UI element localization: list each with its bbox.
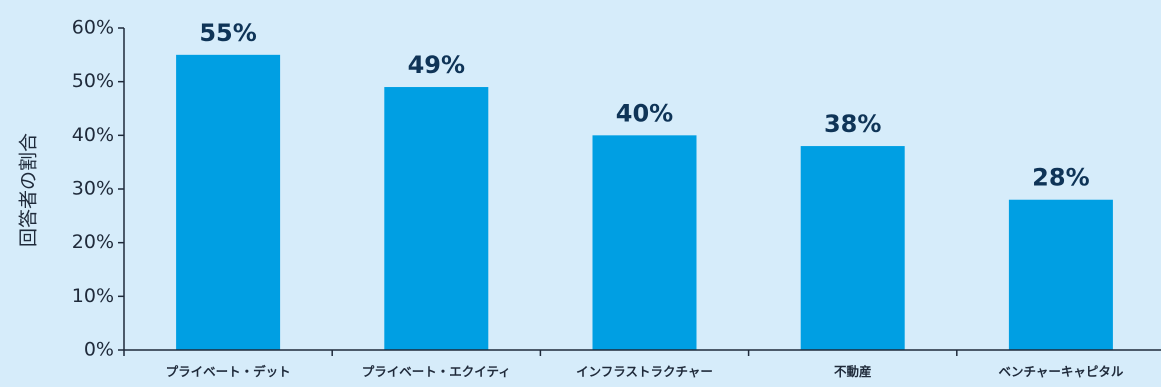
data-label: 40%: [616, 99, 673, 127]
y-tick-label: 60%: [72, 17, 114, 39]
data-label: 49%: [408, 51, 465, 79]
y-tick-label: 40%: [72, 124, 114, 146]
bar: [176, 54, 281, 350]
category-label: 不動産: [834, 364, 872, 379]
bar: [592, 135, 697, 350]
y-axis-ticks: 0% 10% 20% 30% 40% 50% 60%: [72, 17, 125, 361]
category-label: プライベート・エクイティ: [362, 364, 511, 379]
y-tick-label: 0%: [84, 339, 114, 361]
x-axis: [123, 349, 1161, 356]
y-axis-label: 回答者の割合: [18, 133, 40, 247]
bar: [384, 87, 489, 351]
data-label: 28%: [1032, 164, 1089, 192]
data-label: 55%: [199, 19, 256, 47]
category-labels: プライベート・デット プライベート・エクイティ インフラストラクチャー 不動産 ベンチャ…: [166, 364, 1124, 379]
y-tick-label: 20%: [72, 231, 114, 253]
data-label: 38%: [824, 110, 881, 138]
data-labels: 55% 49% 40% 38% 28%: [199, 19, 1089, 192]
category-label: ベンチャーキャピタル: [998, 364, 1123, 379]
bar: [800, 146, 905, 350]
category-label: インフラストラクチャー: [576, 364, 713, 379]
bar: [1008, 199, 1113, 350]
y-tick-label: 30%: [72, 178, 114, 200]
y-tick-label: 10%: [72, 285, 114, 307]
category-label: プライベート・デット: [166, 364, 291, 379]
bars: [176, 54, 1113, 351]
y-tick-label: 50%: [72, 70, 114, 92]
